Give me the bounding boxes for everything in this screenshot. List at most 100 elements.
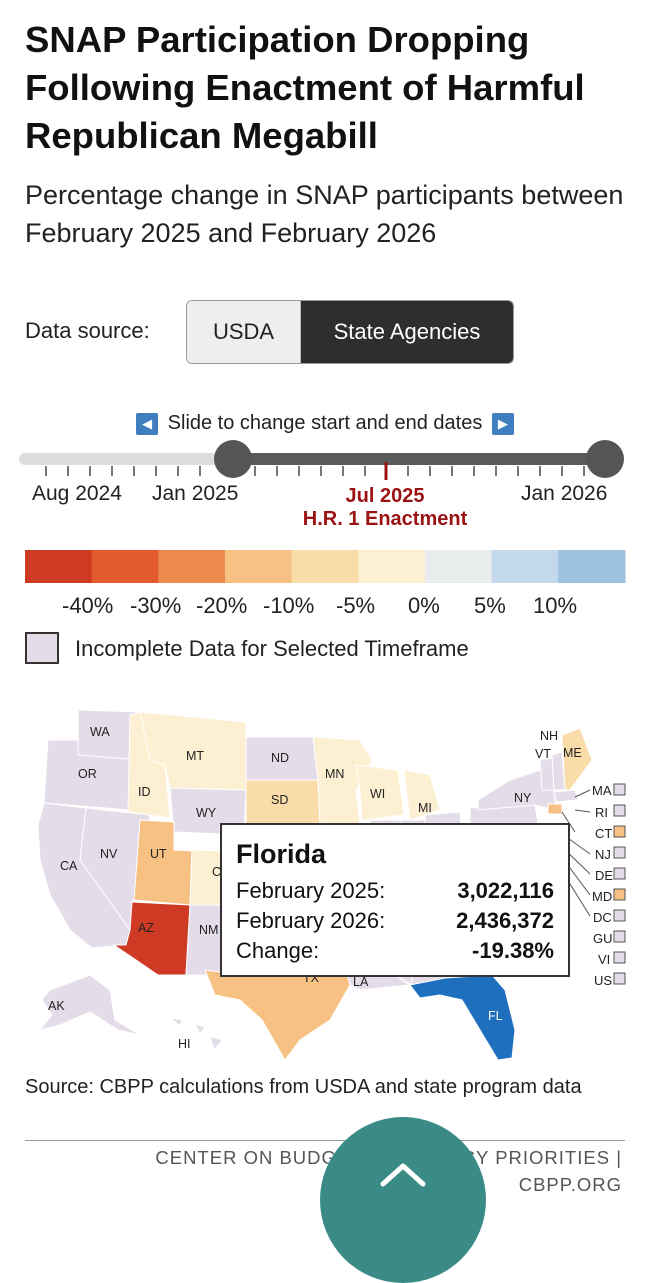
slider-end-handle[interactable] <box>586 440 624 478</box>
slider-hint-text: Slide to change start and end dates <box>167 412 483 434</box>
slider-ticks <box>45 466 585 476</box>
side-label-dc: DC <box>593 910 612 925</box>
incomplete-data-label: Incomplete Data for Selected Timeframe <box>75 636 469 661</box>
map-label-nd: ND <box>271 751 289 765</box>
legend-label-neg5: -5% <box>336 593 376 618</box>
usda-option-button[interactable]: USDA <box>187 301 301 363</box>
data-source-label: Data source: <box>25 318 150 343</box>
small-state-swatch[interactable] <box>613 972 626 985</box>
state-ma[interactable] <box>553 789 579 803</box>
side-label-ri: RI <box>595 805 608 820</box>
legend-label-neg40: -40% <box>62 593 114 618</box>
state-me[interactable] <box>561 727 593 791</box>
slider-hint: ◀ Slide to change start and end dates ▶ <box>0 412 650 435</box>
org-url: CBPP.ORG <box>518 1174 622 1195</box>
small-state-swatch[interactable] <box>613 909 626 922</box>
chevron-up-icon <box>380 1163 426 1187</box>
legend-swatch <box>425 550 493 583</box>
source-note: Source: CBPP calculations from USDA and … <box>25 1076 582 1098</box>
map-label-mt: MT <box>186 749 204 763</box>
small-state-legend: MA RI CT NJ DE MD DC GU VI US <box>554 783 626 988</box>
state-tooltip: Florida February 2025: 3,022,116 Februar… <box>220 823 570 977</box>
map-label-vt: VT <box>535 747 551 761</box>
legend-swatch <box>91 550 159 583</box>
slide-left-icon[interactable]: ◀ <box>136 412 159 435</box>
scroll-to-top-button[interactable] <box>320 1117 486 1283</box>
side-label-us: US <box>594 973 612 988</box>
map-label-nh: NH <box>540 729 558 743</box>
legend-label-neg30: -30% <box>130 593 182 618</box>
legend-swatch <box>158 550 226 583</box>
footer-divider <box>25 1140 625 1141</box>
map-label-hi: HI <box>178 1037 191 1051</box>
tooltip-row: Change: -19.38% <box>236 936 554 966</box>
map-label-az: AZ <box>138 921 154 935</box>
side-label-vi: VI <box>598 952 610 967</box>
small-state-swatch[interactable] <box>613 804 626 817</box>
state-vt[interactable] <box>539 757 555 791</box>
map-label-la: LA <box>353 975 369 989</box>
state-agencies-option-button[interactable]: State Agencies <box>301 301 513 363</box>
data-source-toggle: USDA State Agencies <box>186 300 514 364</box>
chart-title: SNAP Participation Dropping Following En… <box>25 19 585 156</box>
map-label-ca: CA <box>60 859 78 873</box>
small-state-swatch[interactable] <box>613 825 626 838</box>
state-mn[interactable] <box>312 736 373 826</box>
map-label-me: ME <box>563 746 582 760</box>
map-label-id: ID <box>138 785 151 799</box>
map-label-wi: WI <box>370 787 385 801</box>
side-label-gu: GU <box>593 931 613 946</box>
map-label-co-partial: C <box>212 865 221 879</box>
map-label-nm: NM <box>199 923 218 937</box>
map-label-ut: UT <box>150 847 167 861</box>
legend-label-0: 0% <box>408 593 440 618</box>
map-label-mn: MN <box>325 767 344 781</box>
tooltip-row: February 2026: 2,436,372 <box>236 906 554 936</box>
tooltip-row-label: February 2026: <box>236 908 386 933</box>
legend-label-10: 10% <box>533 593 578 618</box>
map-label-mi: MI <box>418 801 432 815</box>
state-ct[interactable] <box>547 803 563 815</box>
state-hi[interactable] <box>168 1017 223 1052</box>
enactment-label: H.R. 1 Enactment <box>302 508 468 530</box>
legend-swatch <box>558 550 626 583</box>
side-label-de: DE <box>595 868 613 883</box>
enactment-date: Jul 2025 <box>345 485 425 507</box>
side-label-ct: CT <box>595 826 612 841</box>
legend-swatch <box>358 550 426 583</box>
state-ak[interactable] <box>38 974 141 1036</box>
legend-swatch <box>291 550 359 583</box>
tooltip-row: February 2025: 3,022,116 <box>236 876 554 906</box>
tooltip-row-value: 2,436,372 <box>456 908 554 933</box>
legend-label-5: 5% <box>474 593 506 618</box>
timeline-label-jan-2026: Jan 2026 <box>521 482 608 505</box>
small-state-swatch[interactable] <box>613 846 626 859</box>
slide-right-icon[interactable]: ▶ <box>491 412 514 435</box>
small-state-swatch[interactable] <box>613 783 626 796</box>
legend-swatch <box>25 550 93 583</box>
tooltip-row-label: Change: <box>236 938 320 963</box>
small-state-swatch[interactable] <box>613 951 626 964</box>
map-label-ny: NY <box>514 791 532 805</box>
color-legend <box>25 550 626 583</box>
tooltip-row-label: February 2025: <box>236 878 386 903</box>
date-range-slider[interactable] <box>0 430 650 490</box>
tooltip-state-name: Florida <box>236 839 327 869</box>
state-mi[interactable] <box>403 769 441 821</box>
chart-subtitle: Percentage change in SNAP participants b… <box>25 180 624 248</box>
tooltip-row-value: 3,022,116 <box>457 878 554 903</box>
small-state-swatch[interactable] <box>613 930 626 943</box>
slider-start-handle[interactable] <box>214 440 252 478</box>
map-label-fl: FL <box>488 1009 503 1023</box>
small-state-swatch[interactable] <box>613 888 626 901</box>
incomplete-data-swatch <box>25 632 59 664</box>
legend-label-neg10: -10% <box>263 593 315 618</box>
small-state-swatch[interactable] <box>613 867 626 880</box>
map-label-nv: NV <box>100 847 118 861</box>
map-label-wa: WA <box>90 725 110 739</box>
timeline-label-aug-2024: Aug 2024 <box>32 482 122 505</box>
side-label-ma: MA <box>592 783 612 798</box>
map-label-wy: WY <box>196 806 217 820</box>
side-label-nj: NJ <box>595 847 611 862</box>
state-wi[interactable] <box>355 764 405 821</box>
